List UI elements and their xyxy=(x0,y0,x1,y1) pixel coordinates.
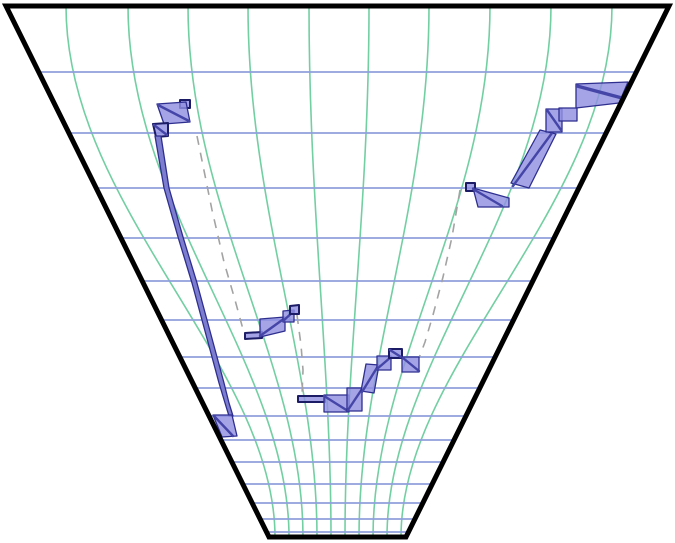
left-connector xyxy=(196,135,245,334)
step-polygon xyxy=(297,395,326,403)
step-diagonal xyxy=(212,414,235,438)
green-gridline xyxy=(372,6,491,537)
step-diagonal xyxy=(375,355,393,371)
green-gridline xyxy=(65,6,276,537)
middle-connector xyxy=(296,314,304,396)
step-polygon xyxy=(558,107,578,122)
middle-chain xyxy=(244,304,300,340)
green-gridline xyxy=(344,6,370,537)
frame-border xyxy=(1,3,674,540)
step-diagonal xyxy=(152,123,169,137)
green-gridline xyxy=(358,6,430,537)
step-diagonal xyxy=(388,348,403,359)
step-polygon xyxy=(244,331,263,340)
step-diagonal xyxy=(156,103,191,123)
green-gridline xyxy=(187,6,304,537)
dashed-connectors-group xyxy=(196,135,461,396)
step-diagonal xyxy=(511,131,554,188)
step-diagonal xyxy=(360,364,380,394)
green-gridline xyxy=(308,6,332,537)
step-series-group xyxy=(152,81,629,438)
green-gridline xyxy=(386,6,552,537)
green-gridline xyxy=(247,6,318,537)
left-chain xyxy=(152,99,238,438)
right-connector xyxy=(418,189,461,359)
bottom-chain xyxy=(297,348,421,413)
step-polygon xyxy=(472,187,510,208)
step-diagonal xyxy=(471,187,504,208)
step-polygon xyxy=(289,304,300,315)
step-diagonal xyxy=(545,108,563,132)
step-polygon xyxy=(154,135,234,417)
green-gridline xyxy=(127,6,290,537)
step-diagonal xyxy=(575,84,624,100)
step-diagonal xyxy=(401,356,421,373)
step-diagonal xyxy=(346,387,364,412)
right-chain xyxy=(465,81,629,208)
step-diagonal xyxy=(258,316,287,338)
vertical-gridlines-group xyxy=(65,6,613,537)
horizontal-gridlines-group xyxy=(6,71,669,533)
step-diagonal xyxy=(322,394,350,413)
